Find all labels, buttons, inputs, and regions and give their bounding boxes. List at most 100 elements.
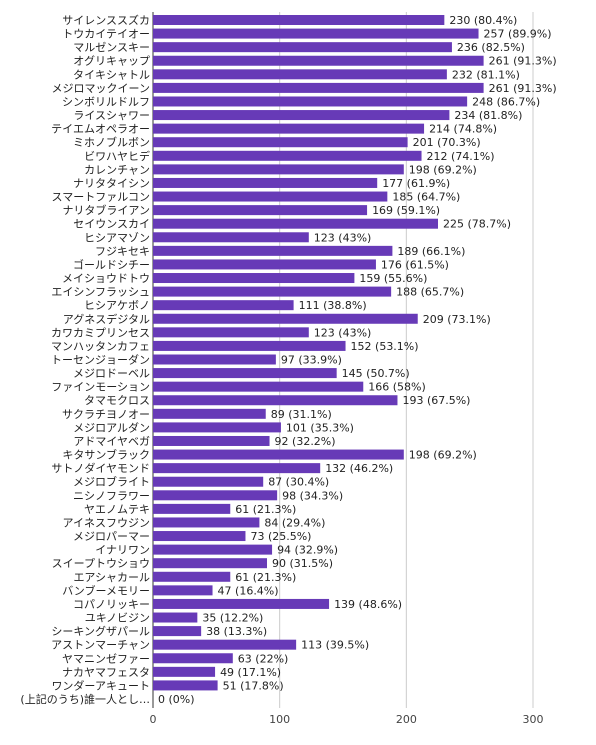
data-label: 49 (17.1%) — [220, 666, 281, 679]
bar — [153, 82, 484, 93]
category-label: カワカミプリンセス — [51, 326, 150, 339]
category-label: ナリタタイシン — [73, 177, 150, 190]
bar — [153, 218, 438, 229]
bar — [153, 368, 337, 379]
category-label: バンブーメモリー — [62, 583, 150, 597]
bar — [153, 571, 231, 582]
category-label: コパノリッキー — [73, 598, 150, 611]
bar — [153, 408, 266, 419]
category-label: アストンマーチャン — [51, 639, 150, 652]
bar — [153, 327, 309, 338]
bar — [153, 28, 479, 39]
data-label: 0 (0%) — [158, 693, 195, 706]
bar — [153, 653, 233, 664]
data-label: 73 (25.5%) — [250, 530, 311, 543]
category-label: ヒシアケボノ — [84, 299, 150, 312]
data-label: 193 (67.5%) — [402, 394, 470, 407]
bar — [153, 395, 398, 406]
data-label: 248 (86.7%) — [472, 95, 540, 108]
category-label: スイープトウショウ — [52, 557, 150, 570]
category-label: サクラチヨノオー — [62, 408, 150, 421]
category-label: トウカイテイオー — [62, 28, 150, 41]
data-label: 89 (31.1%) — [271, 408, 332, 421]
category-label: ナリタブライアン — [62, 203, 150, 217]
category-label: ファインモーション — [51, 381, 150, 394]
category-label: (上記のうち)誰一人とし… — [20, 692, 150, 706]
data-label: 87 (30.4%) — [268, 476, 329, 489]
bar — [153, 15, 445, 25]
category-label: ヤマニンゼファー — [62, 652, 150, 665]
bar — [153, 340, 346, 351]
bar — [153, 626, 202, 637]
data-label: 201 (70.3%) — [413, 136, 481, 149]
data-label: 261 (91.3%) — [489, 82, 557, 95]
data-label: 63 (22%) — [238, 652, 289, 665]
category-label: セイウンスカイ — [73, 218, 150, 231]
category-label: タイキシャトル — [73, 68, 150, 81]
category-label: シーキングザパール — [51, 624, 150, 638]
bar — [153, 123, 425, 134]
bar — [153, 612, 198, 623]
data-label: 92 (32.2%) — [275, 435, 336, 448]
data-label: 97 (33.9%) — [281, 354, 342, 367]
bar — [153, 164, 404, 175]
bar — [153, 232, 309, 243]
category-label: アイネスフウジン — [63, 516, 150, 529]
data-labels: 230 (80.4%)257 (89.9%)236 (82.5%)261 (91… — [158, 14, 557, 706]
bar — [153, 55, 484, 66]
data-label: 261 (91.3%) — [489, 55, 557, 68]
data-label: 198 (69.2%) — [409, 449, 477, 462]
category-label: メジロブライト — [73, 475, 150, 489]
data-label: 176 (61.5%) — [381, 258, 449, 271]
bar — [153, 598, 330, 609]
category-label: ユキノビジン — [85, 612, 150, 625]
category-label: メジロドーベル — [73, 367, 150, 380]
bar — [153, 313, 418, 324]
bar — [153, 354, 276, 365]
data-label: 230 (80.4%) — [449, 14, 517, 27]
bar — [153, 503, 231, 514]
bar — [153, 435, 270, 446]
category-label: マルゼンスキー — [73, 41, 150, 54]
data-label: 51 (17.8%) — [223, 679, 284, 692]
category-label: ワンダーアキュート — [51, 678, 150, 692]
bar — [153, 544, 273, 555]
category-label: サトノダイヤモンド — [51, 461, 150, 475]
data-label: 61 (21.3%) — [235, 571, 296, 584]
data-label: 101 (35.3%) — [286, 421, 354, 434]
data-label: 123 (43%) — [314, 326, 372, 339]
bar — [153, 517, 260, 528]
data-label: 159 (55.6%) — [359, 272, 427, 285]
category-label: トーセンジョーダン — [51, 353, 150, 367]
bar — [153, 463, 321, 474]
bar — [153, 259, 376, 270]
x-tick-label: 200 — [396, 713, 417, 726]
bar — [153, 381, 364, 392]
bar — [153, 42, 452, 53]
bar — [153, 422, 281, 433]
data-label: 232 (81.1%) — [452, 68, 520, 81]
category-label: カレンチャン — [84, 163, 150, 176]
data-label: 132 (46.2%) — [325, 462, 393, 475]
data-label: 234 (81.8%) — [454, 109, 522, 122]
bar — [153, 666, 216, 677]
data-label: 185 (64.7%) — [392, 191, 460, 204]
data-label: 90 (31.5%) — [272, 557, 333, 570]
x-tick-label: 300 — [523, 713, 544, 726]
category-label: ミホノブルボン — [73, 135, 150, 149]
bar — [153, 273, 355, 284]
category-label: メジロマックイーン — [52, 82, 150, 95]
bar — [153, 96, 468, 107]
category-label: フジキセキ — [95, 245, 150, 258]
data-label: 225 (78.7%) — [443, 218, 511, 231]
bar — [153, 449, 404, 460]
category-labels: サイレンススズカトウカイテイオーマルゼンスキーオグリキャップタイキシャトルメジロ… — [20, 13, 150, 706]
data-label: 123 (43%) — [314, 231, 372, 244]
category-label: エイシンフラッシュ — [51, 286, 150, 299]
x-tick-label: 0 — [150, 713, 157, 726]
x-tick-label: 100 — [269, 713, 290, 726]
category-label: ニシノフラワー — [73, 489, 150, 502]
category-label: メジロパーマー — [73, 530, 150, 543]
x-axis-ticks: 0 100 200 300 — [150, 713, 544, 726]
